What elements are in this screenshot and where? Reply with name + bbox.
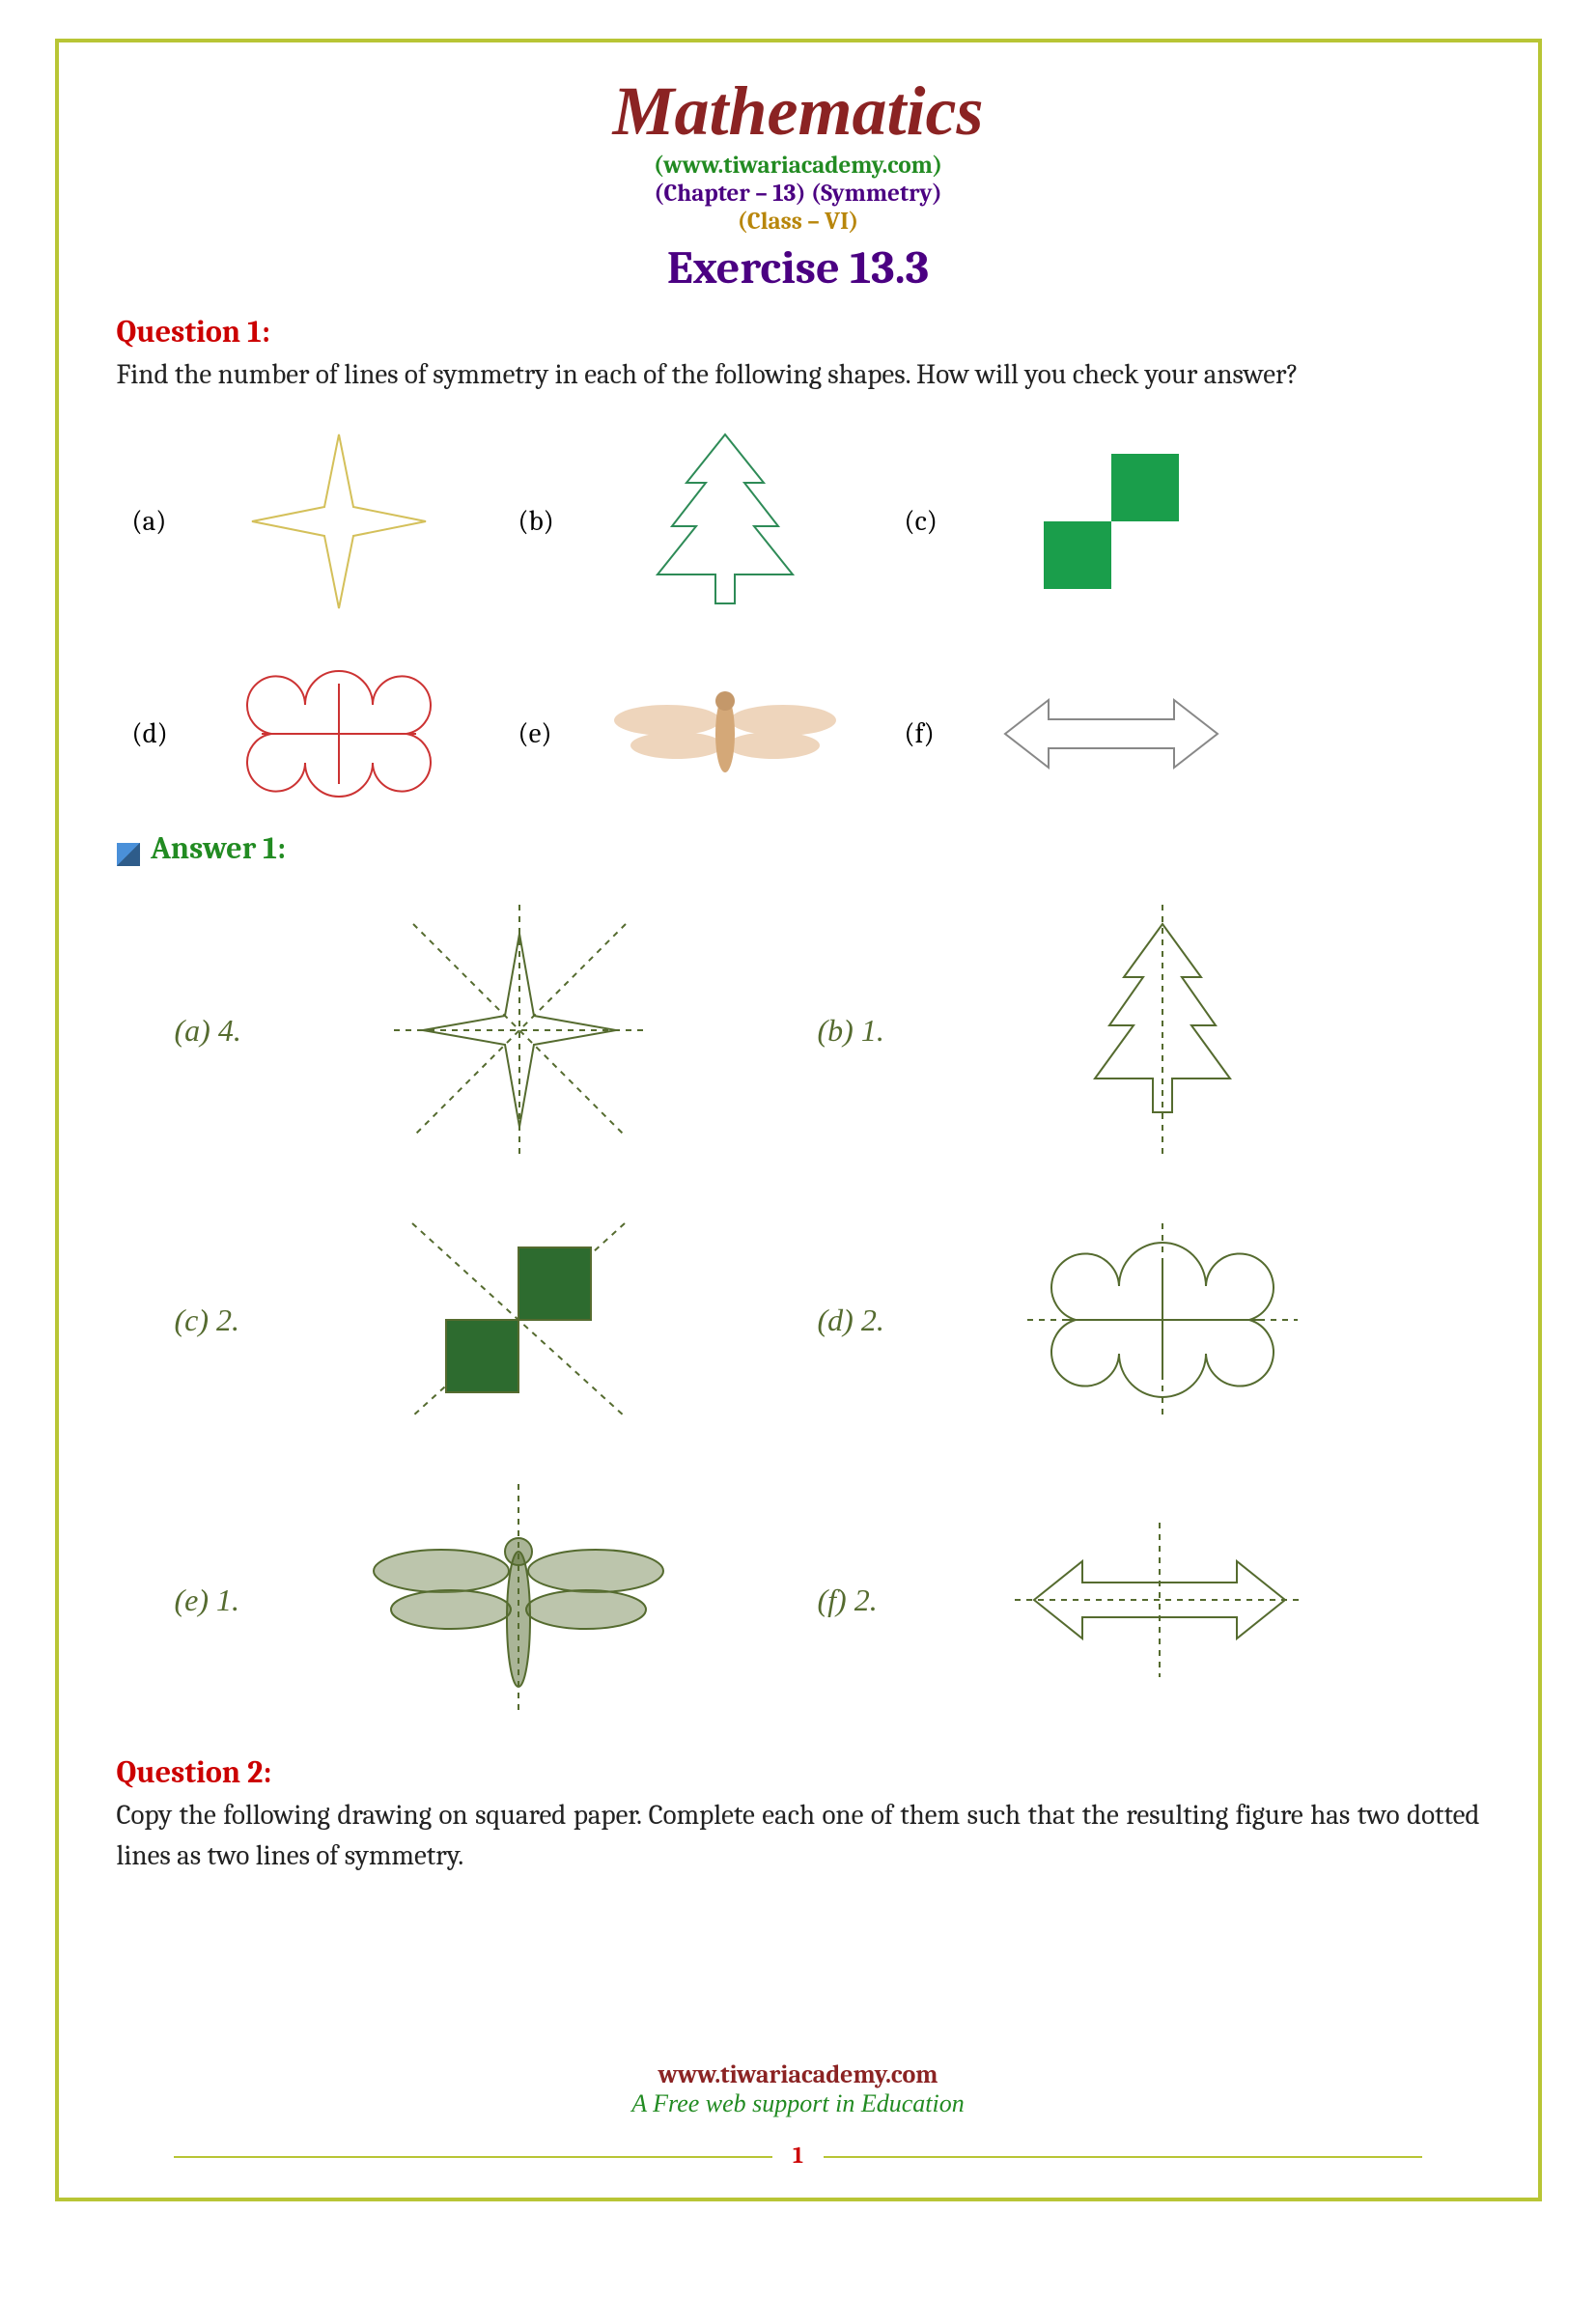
question2-text: Copy the following drawing on squared pa…: [117, 1796, 1480, 1877]
footer-website: www.tiwariacademy.com: [59, 2060, 1538, 2089]
shape-clover-icon: [204, 647, 474, 821]
question2-label: Question 2:: [117, 1754, 1480, 1790]
page-number: 1: [793, 2142, 803, 2169]
chapter-info: (Chapter – 13) (Symmetry): [117, 180, 1480, 208]
shape-label-e: (e): [503, 718, 561, 750]
answer-item-b: (b) 1.: [818, 895, 1422, 1165]
shape-label-f: (f): [889, 718, 947, 750]
page-number-row: 1: [59, 2142, 1538, 2169]
shape-star-icon: [204, 434, 474, 608]
shape-squares-icon: [976, 434, 1246, 608]
question1-label: Question 1:: [117, 314, 1480, 350]
subject-title: Mathematics: [117, 71, 1480, 152]
website-url: (www.tiwariacademy.com): [117, 152, 1480, 180]
shapes-row-2: (d) (e) (f): [117, 647, 1480, 821]
shape-label-a: (a): [117, 506, 175, 538]
worksheet-page: Mathematics (www.tiwariacademy.com) (Cha…: [55, 39, 1542, 2201]
footer: www.tiwariacademy.com A Free web support…: [59, 2060, 1538, 2169]
answer1-label: Answer 1:: [151, 830, 286, 866]
footer-tagline: A Free web support in Education: [59, 2089, 1538, 2118]
answer-icon: [117, 843, 140, 866]
shape-arrow-icon: [976, 647, 1246, 821]
answer-squares-icon: [259, 1194, 778, 1445]
header: Mathematics (www.tiwariacademy.com) (Cha…: [117, 71, 1480, 294]
answer-item-a: (a) 4.: [175, 895, 779, 1165]
answer1-section: Answer 1:: [117, 830, 1480, 866]
answer-dragonfly-icon: [259, 1474, 778, 1725]
answer-tree-icon: [904, 895, 1422, 1165]
answer-star-icon: [261, 895, 779, 1165]
shape-dragonfly-icon: [590, 647, 860, 821]
shape-label-d: (d): [117, 718, 175, 750]
exercise-title: Exercise 13.3: [117, 241, 1480, 294]
question1-text: Find the number of lines of symmetry in …: [117, 355, 1480, 396]
answer-grid: (a) 4. (b) 1.: [175, 895, 1422, 1725]
answer-arrow-icon: [897, 1513, 1422, 1687]
answer-item-e: (e) 1.: [175, 1474, 779, 1725]
answer-item-c: (c) 2.: [175, 1194, 779, 1445]
shape-label-b: (b): [503, 506, 561, 538]
answer-item-f: (f) 2.: [818, 1474, 1422, 1725]
class-info: (Class – VI): [117, 208, 1480, 236]
answer-clover-icon: [904, 1214, 1422, 1426]
answer-item-d: (d) 2.: [818, 1194, 1422, 1445]
shapes-row-1: (a) (b) (c): [117, 434, 1480, 608]
shape-tree-icon: [590, 434, 860, 608]
shape-label-c: (c): [889, 506, 947, 538]
